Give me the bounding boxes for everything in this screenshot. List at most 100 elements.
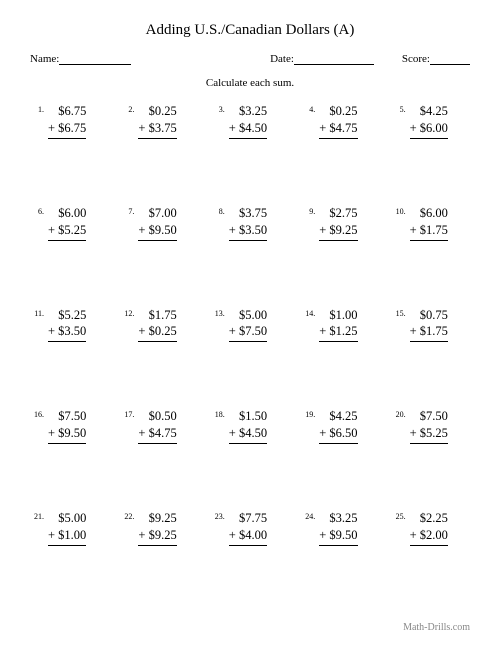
addend-bottom: + $4.50 [229, 120, 267, 139]
addend-top: $7.50 [48, 408, 86, 425]
page-title: Adding U.S./Canadian Dollars (A) [30, 22, 470, 39]
score-label: Score: [402, 53, 430, 65]
addend-top: $0.50 [138, 408, 176, 425]
addend-bottom: + $3.50 [48, 323, 86, 342]
problem-stack: $5.00+ $7.50 [229, 307, 267, 343]
addend-top: $6.75 [48, 103, 86, 120]
addend-bottom: + $5.25 [48, 222, 86, 241]
problem-stack: $3.25+ $4.50 [229, 103, 267, 139]
name-label: Name: [30, 53, 59, 65]
addend-top: $5.00 [48, 510, 86, 527]
problem-number: 14. [301, 307, 315, 318]
problem-number: 25. [392, 510, 406, 521]
problem-stack: $0.25+ $3.75 [138, 103, 176, 139]
problem: 6. $6.00+ $5.25 [30, 205, 108, 241]
problem-number: 16. [30, 408, 44, 419]
problem-number: 22. [120, 510, 134, 521]
score-line [430, 54, 470, 65]
addend-bottom: + $2.00 [410, 527, 448, 546]
problem: 13.$5.00+ $7.50 [211, 307, 289, 343]
problem-number: 7. [120, 205, 134, 216]
problem-number: 6. [30, 205, 44, 216]
addend-bottom: + $4.75 [138, 425, 176, 444]
problem: 23. $7.75+ $4.00 [211, 510, 289, 546]
addend-bottom: + $1.25 [319, 323, 357, 342]
addend-bottom: + $7.50 [229, 323, 267, 342]
addend-bottom: + $9.50 [48, 425, 86, 444]
problem-stack: $0.25+ $4.75 [319, 103, 357, 139]
problem: 17. $0.50+ $4.75 [120, 408, 198, 444]
problem-number: 15. [392, 307, 406, 318]
problem-stack: $0.50+ $4.75 [138, 408, 176, 444]
addend-bottom: + $4.00 [229, 527, 267, 546]
date-line [294, 54, 374, 65]
addend-top: $1.50 [229, 408, 267, 425]
addend-bottom: + $9.50 [319, 527, 357, 546]
addend-bottom: + $9.50 [138, 222, 176, 241]
problem-stack: $6.00+ $1.75 [410, 205, 448, 241]
addend-bottom: + $5.25 [410, 425, 448, 444]
problem: 12. $1.75+ $0.25 [120, 307, 198, 343]
instruction: Calculate each sum. [30, 77, 470, 89]
date-label: Date: [270, 53, 294, 65]
problem-number: 9. [301, 205, 315, 216]
problem-stack: $6.00+ $5.25 [48, 205, 86, 241]
addend-bottom: + $1.75 [410, 323, 448, 342]
problem-number: 3. [211, 103, 225, 114]
problem-number: 21. [30, 510, 44, 521]
problem-number: 12. [120, 307, 134, 318]
addend-top: $0.75 [410, 307, 448, 324]
problem: 11.$5.25+ $3.50 [30, 307, 108, 343]
addend-top: $9.25 [138, 510, 176, 527]
problem-number: 5. [392, 103, 406, 114]
problem-number: 23. [211, 510, 225, 521]
addend-top: $3.25 [319, 510, 357, 527]
problem: 4. $0.25+ $4.75 [301, 103, 379, 139]
problem: 8. $3.75+ $3.50 [211, 205, 289, 241]
problem-number: 19. [301, 408, 315, 419]
problem-grid: 1.$6.75+ $6.752.$0.25+ $3.753.$3.25+ $4.… [30, 103, 470, 546]
problem: 5.$4.25+ $6.00 [392, 103, 470, 139]
problem-stack: $2.25+ $2.00 [410, 510, 448, 546]
addend-top: $5.00 [229, 307, 267, 324]
problem-stack: $7.50+ $5.25 [410, 408, 448, 444]
addend-bottom: + $9.25 [138, 527, 176, 546]
addend-bottom: + $1.00 [48, 527, 86, 546]
addend-bottom: + $6.50 [319, 425, 357, 444]
problem-stack: $7.50+ $9.50 [48, 408, 86, 444]
addend-bottom: + $9.25 [319, 222, 357, 241]
addend-top: $4.25 [410, 103, 448, 120]
problem-stack: $1.75+ $0.25 [138, 307, 176, 343]
addend-top: $1.75 [138, 307, 176, 324]
problem-stack: $4.25+ $6.50 [319, 408, 357, 444]
problem-number: 11. [30, 307, 44, 318]
addend-top: $7.00 [138, 205, 176, 222]
header-row: Name: Date: Score: [30, 53, 470, 65]
problem-stack: $1.50+ $4.50 [229, 408, 267, 444]
problem-stack: $2.75+ $9.25 [319, 205, 357, 241]
problem-stack: $1.00+ $1.25 [319, 307, 357, 343]
problem: 2. $0.25+ $3.75 [120, 103, 198, 139]
addend-bottom: + $0.25 [138, 323, 176, 342]
addend-top: $7.75 [229, 510, 267, 527]
problem-number: 2. [120, 103, 134, 114]
problem: 21. $5.00+ $1.00 [30, 510, 108, 546]
footer-text: Math-Drills.com [403, 622, 470, 633]
problem-number: 17. [120, 408, 134, 419]
problem: 14. $1.00+ $1.25 [301, 307, 379, 343]
problem-stack: $3.75+ $3.50 [229, 205, 267, 241]
problem-number: 24. [301, 510, 315, 521]
problem-number: 18. [211, 408, 225, 419]
addend-top: $0.25 [319, 103, 357, 120]
problem-number: 8. [211, 205, 225, 216]
problem: 7. $7.00+ $9.50 [120, 205, 198, 241]
addend-bottom: + $1.75 [410, 222, 448, 241]
problem-number: 10. [392, 205, 406, 216]
problem: 25. $2.25+ $2.00 [392, 510, 470, 546]
addend-top: $6.00 [48, 205, 86, 222]
problem: 15. $0.75+ $1.75 [392, 307, 470, 343]
problem-number: 4. [301, 103, 315, 114]
problem: 24. $3.25+ $9.50 [301, 510, 379, 546]
problem: 18. $1.50+ $4.50 [211, 408, 289, 444]
problem-stack: $5.00+ $1.00 [48, 510, 86, 546]
